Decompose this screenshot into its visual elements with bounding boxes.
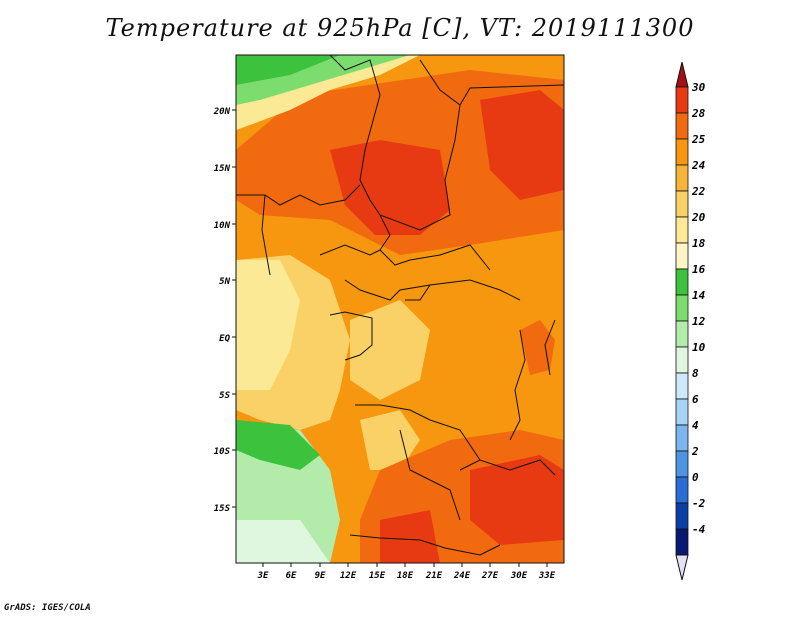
lon-label: 3E: [257, 571, 269, 581]
lat-label: 10N: [214, 221, 231, 231]
colorbar-segment: [675, 86, 689, 114]
lon-label: 18E: [397, 571, 414, 581]
colorbar-label: -4: [692, 523, 706, 536]
lon-label: 33E: [538, 571, 556, 581]
colorbar-label: 2: [691, 445, 699, 458]
colorbar: [675, 61, 689, 581]
colorbar-label: 8: [692, 367, 699, 380]
lon-label: 21E: [425, 571, 443, 581]
colorbar-segment: [675, 424, 689, 452]
colorbar-label: 14: [692, 289, 706, 302]
colorbar-label: 20: [691, 211, 706, 224]
colorbar-label: 6: [692, 393, 699, 406]
lat-label: 5N: [219, 277, 230, 287]
colorbar-segment: [675, 528, 689, 556]
colorbar-label: 25: [691, 133, 706, 146]
colorbar-segment: [675, 216, 689, 244]
lon-label: 9E: [315, 571, 326, 581]
lon-label: 27E: [481, 571, 499, 581]
colorbar-label: 4: [692, 419, 699, 432]
longitude-axis: 3E 6E 9E 12E 15E 18E 21E 24E 27E 30E 33E: [257, 571, 556, 581]
credit-label: GrADS: IGES/COLA: [4, 603, 91, 613]
colorbar-segment: [675, 346, 689, 374]
latitude-ticks: [232, 109, 236, 508]
colorbar-label: 12: [692, 315, 706, 328]
temperature-map-figure: 20N 15N 10N 5N EQ 5S 10S 15S 3E 6E 9E 12…: [213, 54, 706, 581]
colorbar-label: 30: [691, 81, 706, 94]
colorbar-segment: [675, 294, 689, 322]
colorbar-segment: [675, 164, 689, 192]
lat-label: EQ: [219, 334, 230, 344]
colorbar-top-arrow: [675, 61, 689, 88]
map-title: Temperature at 925hPa [C], VT: 201911130…: [105, 14, 695, 42]
colorbar-labels: 30 28 25 24 22 20 18 16 14 12 10 8 6 4 2…: [691, 81, 706, 536]
colorbar-label: 0: [692, 471, 699, 484]
lat-label: 15S: [214, 504, 231, 514]
colorbar-segment: [675, 372, 689, 400]
lon-label: 15E: [369, 571, 386, 581]
lat-label: 20N: [213, 107, 231, 117]
colorbar-segment: [675, 502, 689, 530]
colorbar-segment: [675, 450, 689, 478]
colorbar-label: 10: [692, 341, 706, 354]
map-frame: [235, 54, 565, 564]
colorbar-segment: [675, 398, 689, 426]
colorbar-segment: [675, 268, 689, 296]
lat-label: 15N: [214, 164, 231, 174]
lon-label: 6E: [286, 571, 297, 581]
colorbar-label: 16: [692, 263, 706, 276]
colorbar-segment: [675, 190, 689, 218]
colorbar-segment: [675, 242, 689, 270]
lat-label: 10S: [214, 447, 231, 457]
colorbar-segment: [675, 138, 689, 166]
colorbar-segment: [675, 320, 689, 348]
colorbar-label: 28: [691, 107, 706, 120]
colorbar-segment: [675, 112, 689, 140]
country-borders: [236, 55, 564, 556]
lon-label: 12E: [340, 571, 357, 581]
temperature-field: [236, 55, 564, 563]
colorbar-label: -2: [692, 497, 706, 510]
lon-label: 24E: [453, 571, 471, 581]
longitude-ticks: [262, 563, 548, 567]
lat-label: 5S: [219, 391, 230, 401]
colorbar-segment: [675, 476, 689, 504]
colorbar-label: 18: [692, 237, 706, 250]
colorbar-label: 22: [691, 185, 706, 198]
latitude-axis: 20N 15N 10N 5N EQ 5S 10S 15S: [213, 107, 231, 514]
lon-label: 30E: [510, 571, 528, 581]
colorbar-label: 24: [691, 159, 706, 172]
colorbar-bottom-arrow: [675, 554, 689, 581]
